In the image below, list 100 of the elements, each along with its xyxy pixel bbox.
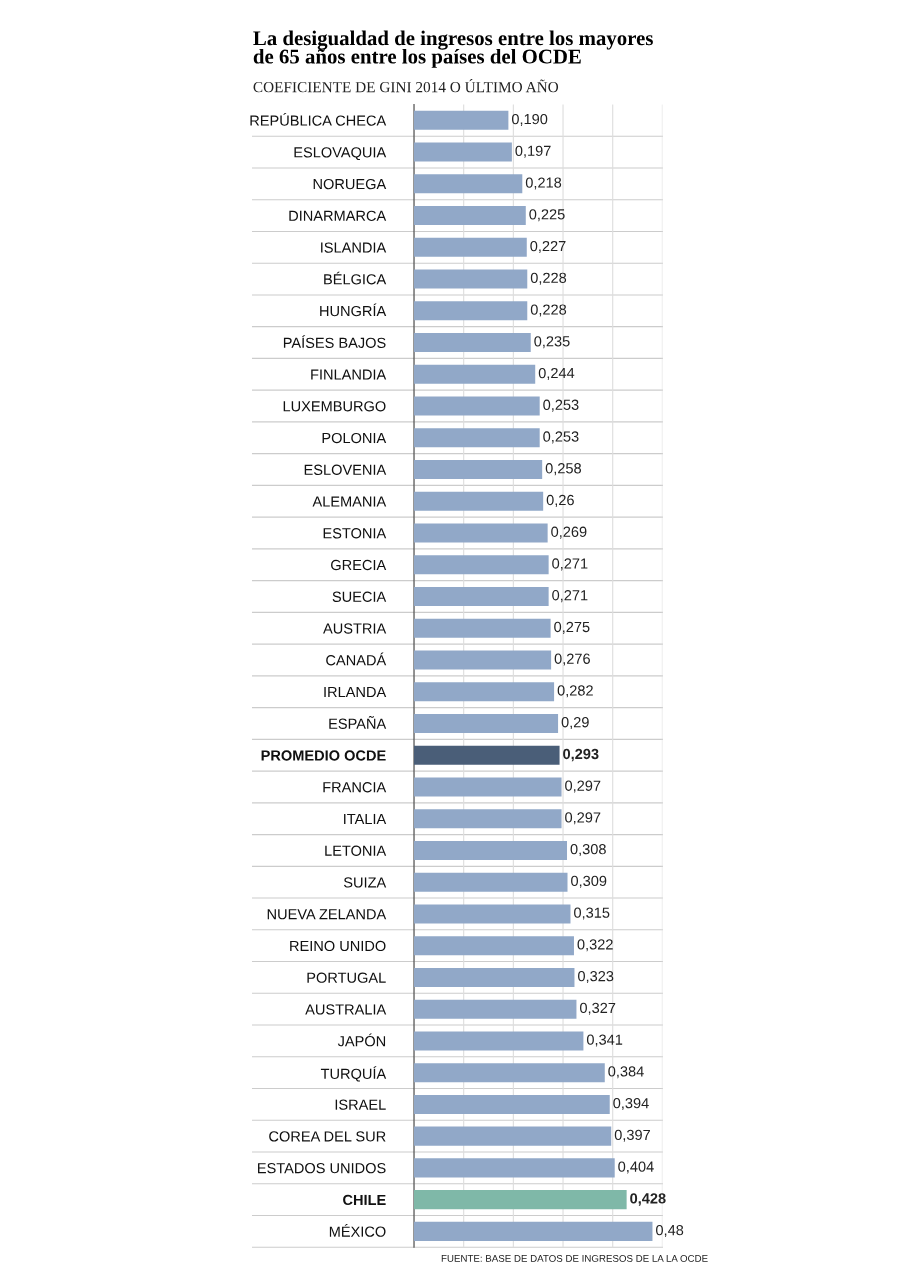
bar <box>414 333 531 353</box>
data-label: 0,228 <box>530 304 567 317</box>
data-label: 0,218 <box>525 177 562 190</box>
bar <box>414 1221 653 1241</box>
y-tick-label: GRECIA <box>331 559 387 571</box>
y-tick-label: ISRAEL <box>335 1099 386 1110</box>
data-label: 0,404 <box>618 1161 654 1174</box>
bar <box>414 396 540 416</box>
bar <box>414 269 528 289</box>
data-label: 0,253 <box>543 431 579 444</box>
bar <box>414 1190 627 1210</box>
bar <box>414 618 551 638</box>
data-label: 0,322 <box>577 939 613 952</box>
data-label: 0,276 <box>554 653 590 666</box>
data-label: 0,282 <box>557 685 593 698</box>
bar <box>414 586 549 607</box>
data-label: 0,397 <box>614 1129 650 1142</box>
y-tick-label: REINO UNIDO <box>290 940 386 952</box>
bar <box>414 555 549 575</box>
data-label: 0,26 <box>546 494 574 507</box>
y-tick-label: ESPAÑA <box>329 715 387 729</box>
y-tick-label: CHILE <box>343 1194 386 1206</box>
bar <box>414 237 527 257</box>
y-tick-label: FINLANDIA <box>311 369 387 380</box>
bar <box>414 809 562 829</box>
bar <box>414 713 559 733</box>
y-tick-label: AUSTRIA <box>323 623 387 634</box>
bar <box>414 523 548 543</box>
data-label: 0,235 <box>534 336 570 349</box>
data-label: 0,227 <box>530 240 566 253</box>
bar <box>414 1094 610 1114</box>
data-label: 0,341 <box>586 1034 623 1047</box>
data-label: 0,228 <box>530 272 567 285</box>
y-tick-label: ESLOVAQUIA <box>294 147 387 161</box>
bar <box>414 650 552 670</box>
bar <box>414 1158 615 1178</box>
y-tick-label: AUSTRALIA <box>305 1004 387 1015</box>
bar <box>414 682 555 702</box>
y-tick-label: NORUEGA <box>313 178 387 190</box>
bar <box>414 110 509 130</box>
data-label: 0,308 <box>570 844 606 857</box>
data-label: 0,271 <box>552 558 588 571</box>
bar <box>414 745 560 765</box>
bar <box>414 840 568 860</box>
y-tick-label: ALEMANIA <box>312 496 387 507</box>
bar <box>414 1031 584 1051</box>
chart-subtitle: COEFICIENTE DE GINI 2014 O ÚLTIMO AÑO <box>253 79 559 93</box>
bar <box>414 491 544 511</box>
y-tick-label: ITALIA <box>344 813 387 824</box>
bar <box>414 999 577 1019</box>
data-label: 0,48 <box>656 1224 684 1238</box>
y-tick-label: POLONIA <box>322 432 387 444</box>
bar <box>414 174 523 194</box>
data-label: 0,394 <box>613 1097 649 1111</box>
data-label: 0,197 <box>515 145 551 158</box>
data-label: 0,297 <box>565 780 601 793</box>
data-label: 0,428 <box>630 1193 666 1206</box>
bar <box>414 1063 605 1083</box>
data-label: 0,244 <box>538 367 575 380</box>
data-label: 0,253 <box>543 399 579 412</box>
y-tick-label: PROMEDIO OCDE <box>261 750 386 761</box>
y-tick-label: SUECIA <box>332 591 387 602</box>
chart-title: La desigualdad de ingresos entre los mayores de 65 años entre los países del OCDE <box>253 30 653 68</box>
data-label: 0,315 <box>574 907 610 920</box>
data-label: 0,269 <box>551 526 587 539</box>
y-tick-label: PORTUGAL <box>307 972 386 983</box>
bar <box>414 872 568 892</box>
bar <box>414 967 575 987</box>
y-tick-label: ESTADOS UNIDOS <box>258 1162 386 1174</box>
y-tick-label: LUXEMBURGO <box>283 401 386 412</box>
y-tick-label: PAÍSES BAJOS <box>283 335 386 348</box>
bar <box>414 1126 612 1146</box>
data-label: 0,271 <box>552 590 588 603</box>
data-label: 0,29 <box>561 717 589 730</box>
y-tick-label: LETONIA <box>325 845 387 856</box>
data-label: 0,258 <box>545 463 582 476</box>
bar <box>414 936 574 956</box>
y-tick-label: ESLOVENIA <box>304 464 387 475</box>
data-label: 0,323 <box>578 971 614 984</box>
y-tick-label: DINARMARCA <box>289 210 387 221</box>
bar <box>414 364 536 384</box>
bar <box>414 460 543 480</box>
y-tick-label: REPÚBLICA CHECA <box>250 112 387 126</box>
bar <box>414 904 571 924</box>
y-tick-label: COREA DEL SUR <box>269 1131 386 1142</box>
data-label: 0,327 <box>580 1002 616 1015</box>
data-label: 0,275 <box>554 621 590 634</box>
y-tick-label: HUNGRÍA <box>320 303 387 317</box>
data-label: 0,225 <box>529 209 565 222</box>
y-tick-label: FRANCIA <box>323 782 387 793</box>
y-tick-label: IRLANDA <box>324 686 387 698</box>
bar <box>414 301 528 321</box>
data-label: 0,293 <box>563 748 599 762</box>
y-tick-label: CANADÁ <box>326 652 387 666</box>
y-tick-label: JAPÓN <box>337 1033 386 1047</box>
data-label: 0,309 <box>571 875 607 888</box>
y-tick-label: BÉLGICA <box>324 271 387 285</box>
data-label: 0,384 <box>608 1066 644 1079</box>
bar <box>414 142 512 162</box>
y-tick-label: NUEVA ZELANDA <box>267 909 387 920</box>
